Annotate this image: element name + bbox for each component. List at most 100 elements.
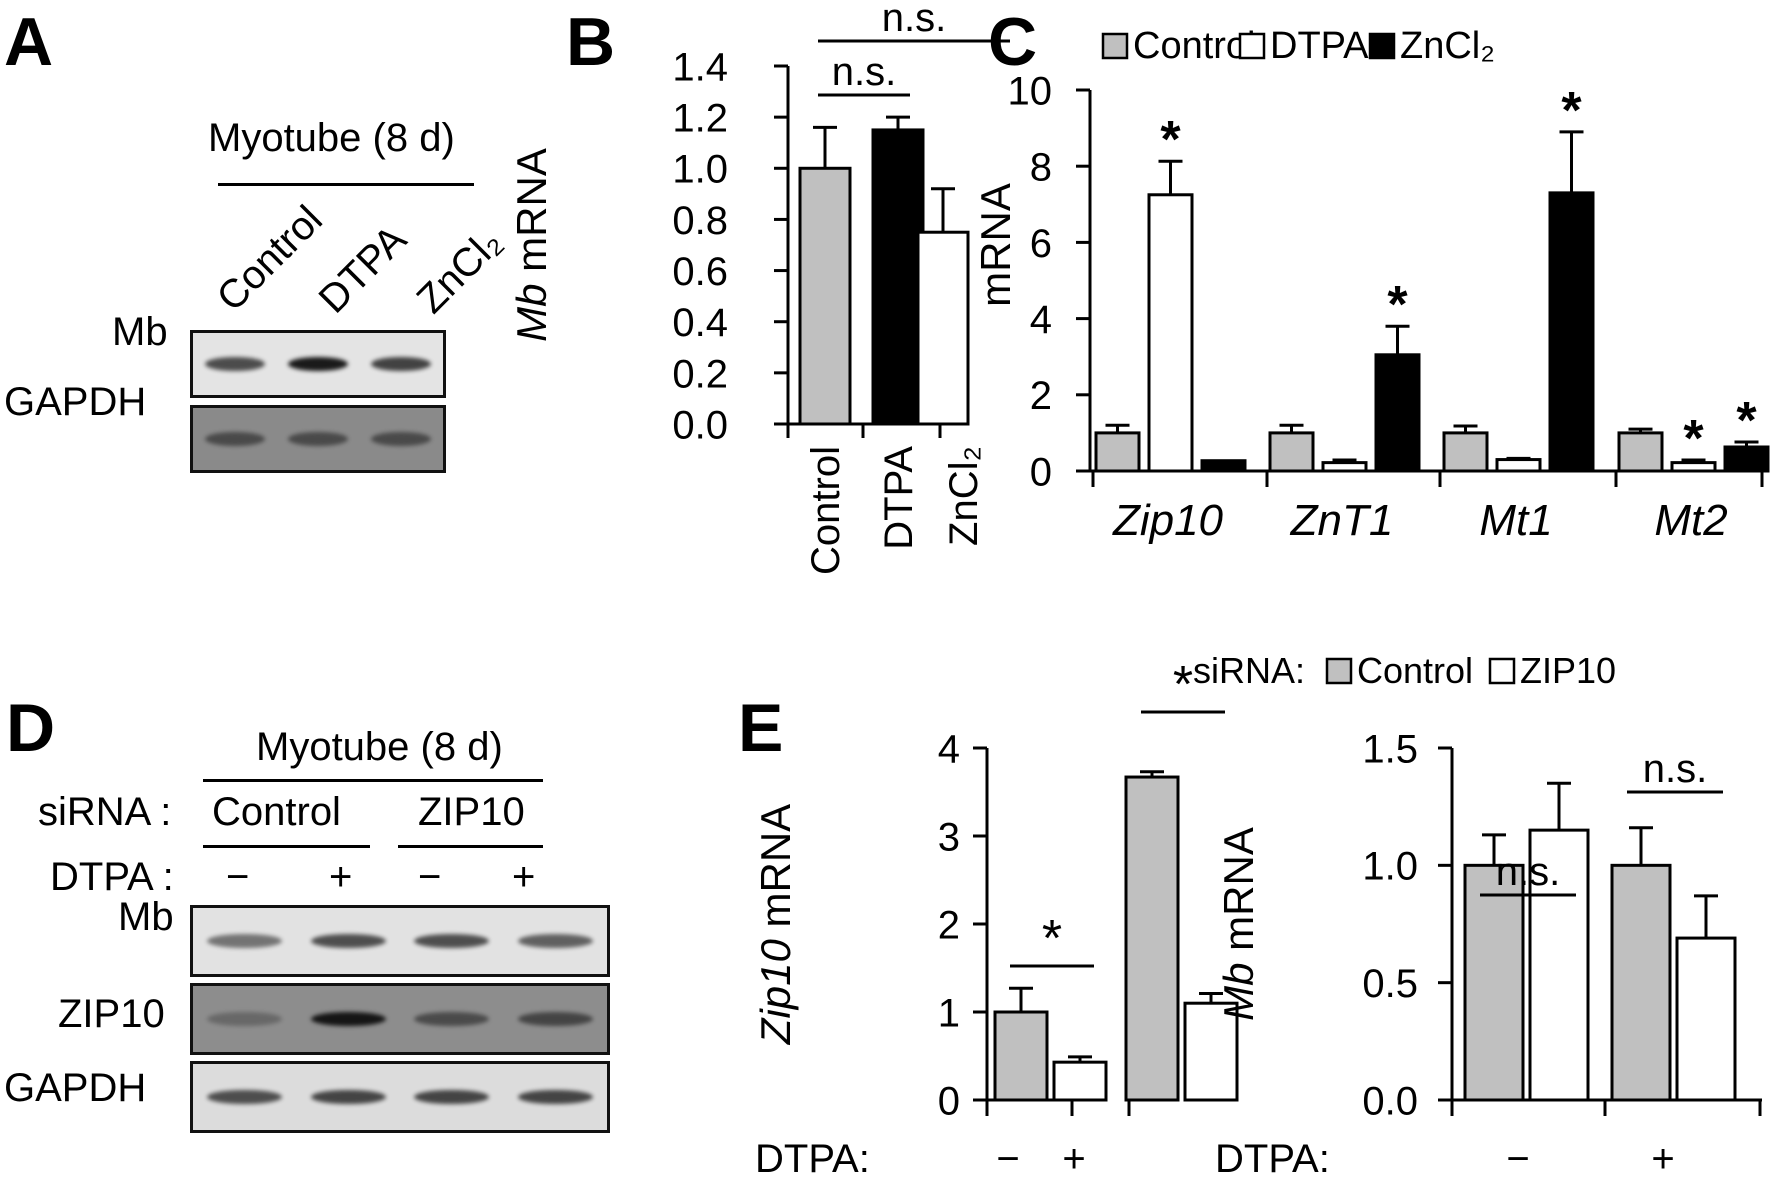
y-tick-label: 2 bbox=[938, 903, 960, 947]
significance-label: * bbox=[1042, 910, 1062, 968]
bar-control-dtpa-1 bbox=[1124, 775, 1180, 1102]
y-tick-label: 2 bbox=[1030, 374, 1052, 418]
legend-swatch-icon bbox=[1101, 32, 1129, 60]
panel-d-row-label-mb: Mb bbox=[118, 895, 174, 939]
legend-swatch-icon bbox=[1238, 32, 1266, 60]
panel-d-blot-mb bbox=[190, 905, 610, 977]
blot-band bbox=[517, 1090, 593, 1104]
panel-letter-b: B bbox=[566, 4, 616, 80]
bar-zip10-dtpa-1 bbox=[1675, 936, 1737, 1102]
panel-d-header-rule bbox=[203, 779, 543, 782]
y-tick-label: 8 bbox=[1030, 146, 1052, 190]
blot-band bbox=[310, 1012, 386, 1026]
bar-control-dtpa-1 bbox=[1610, 863, 1672, 1102]
panel-d-blot-gapdh bbox=[190, 1061, 610, 1133]
blot-band bbox=[204, 432, 265, 446]
y-axis-label: mRNA bbox=[972, 183, 1019, 307]
significance-star: * bbox=[1160, 111, 1181, 169]
bar-zip10-dtpa-0 bbox=[1528, 828, 1590, 1102]
x-category-label: − bbox=[996, 1137, 1019, 1181]
panel-d-row-label-zip10: ZIP10 bbox=[58, 992, 165, 1036]
blot-band bbox=[517, 934, 593, 948]
bar-zip10-dtpa-0 bbox=[1052, 1060, 1108, 1102]
blot-band bbox=[310, 934, 386, 948]
y-tick-label: 0 bbox=[1030, 450, 1052, 494]
x-category-label: Zip10 bbox=[1112, 496, 1224, 545]
y-tick-label: 4 bbox=[1030, 298, 1052, 342]
y-tick-label: 0.0 bbox=[672, 403, 728, 447]
y-tick-label: 1 bbox=[938, 991, 960, 1035]
y-axis-label: Zip10 mRNA bbox=[752, 804, 799, 1045]
significance-star: * bbox=[1683, 410, 1704, 468]
y-tick-label: 1.0 bbox=[672, 148, 728, 192]
panel-d-header: Myotube (8 d) bbox=[256, 725, 503, 769]
legend-swatch-icon bbox=[1488, 657, 1516, 685]
panel-d-dtpa-sign-3: − bbox=[418, 855, 442, 899]
bar-mt2-zncl₂ bbox=[1723, 445, 1770, 473]
significance-label: n.s. bbox=[882, 0, 946, 40]
y-tick-label: 10 bbox=[1008, 69, 1053, 113]
bar-control bbox=[798, 166, 852, 426]
legend-swatch-icon bbox=[1325, 657, 1353, 685]
x-category-label: ZnT1 bbox=[1290, 496, 1394, 545]
y-tick-label: 1.2 bbox=[672, 97, 728, 141]
panel-letter-d: D bbox=[6, 690, 56, 766]
legend-swatch-icon bbox=[1368, 32, 1396, 60]
panel-d-dtpa-sign-2: + bbox=[329, 855, 353, 899]
y-tick-label: 6 bbox=[1030, 222, 1052, 266]
bar-control-dtpa-0 bbox=[993, 1010, 1049, 1102]
bar-zip10-dtpa-1 bbox=[1183, 1001, 1239, 1102]
x-axis-prefix: DTPA: bbox=[1215, 1137, 1330, 1181]
panel-a-header-rule bbox=[218, 183, 474, 186]
y-tick-label: 4 bbox=[938, 727, 960, 771]
panel-a-blot-mb bbox=[190, 330, 446, 398]
blot-band bbox=[414, 934, 489, 948]
x-category-label: DTPA bbox=[877, 446, 921, 550]
significance-star: * bbox=[1561, 82, 1582, 140]
x-category-label: Control bbox=[804, 446, 848, 575]
significance-label: n.s. bbox=[1643, 747, 1707, 791]
blot-band bbox=[414, 1090, 489, 1104]
blot-band bbox=[414, 1012, 489, 1026]
panel-d-sirna-label: siRNA : bbox=[38, 790, 172, 834]
bar-mt2-dtpa bbox=[1670, 461, 1717, 473]
panel-letter-a: A bbox=[4, 4, 54, 80]
bar-zip10-dtpa bbox=[1147, 193, 1194, 473]
blot-band bbox=[371, 357, 432, 371]
legend-label: Control bbox=[1357, 650, 1473, 691]
blot-band bbox=[207, 1012, 282, 1026]
significance-label: n.s. bbox=[832, 50, 896, 94]
panel-d-sirna-control: Control bbox=[212, 790, 341, 834]
blot-band bbox=[310, 1090, 386, 1104]
legend-label: DTPA bbox=[1270, 25, 1369, 67]
legend-label: ZnCl₂ bbox=[1400, 25, 1495, 67]
blot-band bbox=[204, 357, 265, 371]
panel-a-row-label-mb: Mb bbox=[112, 310, 168, 354]
y-tick-label: 0.5 bbox=[1362, 962, 1418, 1006]
significance-label: * bbox=[1173, 656, 1193, 714]
bar-zip10-control bbox=[1094, 431, 1141, 473]
blot-band bbox=[517, 1012, 593, 1026]
panel-a-row-label-gapdh: GAPDH bbox=[4, 380, 147, 424]
x-category-label: Mt1 bbox=[1479, 496, 1552, 545]
bar-control-dtpa-0 bbox=[1463, 863, 1525, 1102]
panel-d-zip10-rule bbox=[398, 845, 543, 848]
significance-star: * bbox=[1387, 276, 1408, 334]
panel-d-row-label-gapdh: GAPDH bbox=[4, 1066, 147, 1110]
y-axis-label: Mb mRNA bbox=[1215, 827, 1262, 1021]
y-tick-label: 1.4 bbox=[672, 45, 728, 89]
y-tick-label: 0.0 bbox=[1362, 1079, 1418, 1123]
bar-znt1-dtpa bbox=[1321, 461, 1368, 473]
legend-label: Control bbox=[1133, 25, 1256, 67]
y-tick-label: 0.6 bbox=[672, 250, 728, 294]
bar-mt2-control bbox=[1617, 431, 1664, 473]
bar-zip10-zncl₂ bbox=[1200, 459, 1247, 473]
bar-mt1-control bbox=[1442, 431, 1489, 473]
y-tick-label: 3 bbox=[938, 815, 960, 859]
y-tick-label: 0.8 bbox=[672, 199, 728, 243]
blot-band bbox=[288, 357, 348, 371]
panel-d-dtpa-label: DTPA : bbox=[50, 855, 174, 899]
bar-mt1-dtpa bbox=[1495, 458, 1542, 473]
x-category-label: + bbox=[1062, 1137, 1085, 1181]
significance-label: n.s. bbox=[1496, 850, 1560, 894]
